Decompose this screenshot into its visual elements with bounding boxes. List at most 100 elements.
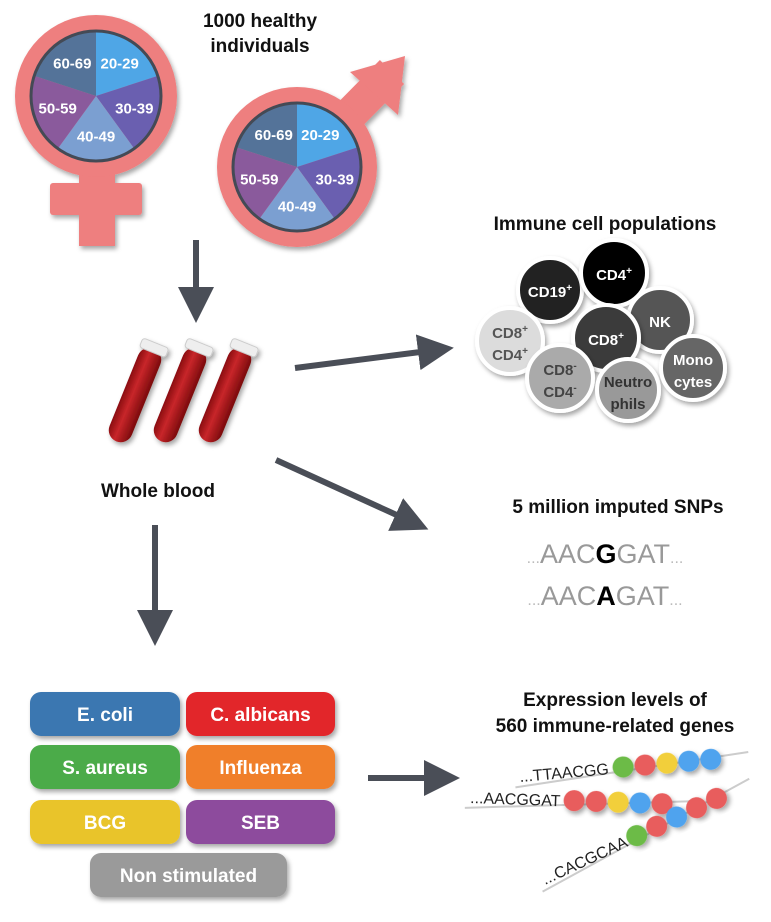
cell-label: CD4+ — [492, 346, 528, 364]
pie-outline — [29, 29, 163, 163]
stimulus-bcg[interactable]: BCG — [30, 800, 180, 844]
pie-slice-40-49 — [259, 167, 335, 232]
expression-bead — [626, 825, 648, 847]
cell-label: Neutro — [604, 374, 652, 391]
pie-slice-60-69 — [34, 31, 96, 96]
expression-rows: ...TTAACGG ...AACGGAT ...CACGCAA — [464, 748, 750, 893]
immune-cell-neutrophils: Neutro phils — [595, 357, 661, 423]
pie-slice-30-39 — [297, 147, 361, 219]
pie-slice-40-49 — [57, 96, 135, 162]
cell-label: cytes — [674, 374, 712, 391]
cell-label: NK — [649, 314, 671, 331]
cell-label: CD4- — [543, 383, 576, 401]
stimuli-buttons: E. coli C. albicans S. aureus Influenza BCG S… — [30, 692, 335, 897]
expression-bead — [666, 806, 688, 828]
cell-label: phils — [610, 396, 645, 413]
pie-label: 60-69 — [254, 127, 292, 144]
whole-blood-label: Whole blood — [101, 481, 215, 502]
expression-bead — [678, 750, 700, 772]
pie-slice-50-59 — [30, 75, 96, 149]
pie-slice-60-69 — [236, 103, 297, 167]
pie-slice-50-59 — [233, 147, 297, 219]
pie-label: 30-39 — [115, 100, 153, 117]
pie-label: 50-59 — [240, 171, 278, 188]
svg-text:BCG: BCG — [84, 813, 126, 834]
immune-cell-cd8negcd4neg: CD8- CD4- — [525, 343, 595, 413]
expression-title-line1: Expression levels of — [523, 690, 707, 711]
expression-bead — [705, 787, 727, 809]
cell-label: CD8+ — [492, 324, 528, 342]
cohort-title-line2: individuals — [210, 36, 309, 57]
pie-slice-30-39 — [96, 75, 162, 149]
pie-label: 50-59 — [38, 100, 76, 117]
immune-cell-monocytes: Mono cytes — [659, 334, 727, 402]
expression-bead — [686, 797, 708, 819]
pie-label: 60-69 — [53, 55, 91, 72]
pie-label: 20-29 — [301, 127, 339, 144]
snp-sequence: ...AACAGAT... — [527, 581, 682, 611]
arrow-to-snps — [274, 457, 429, 531]
expression-row: ...TTAACGG — [515, 748, 749, 789]
expression-bead — [700, 748, 722, 770]
snp-sequence: ...AACGGAT... — [527, 539, 684, 569]
stimulus-e-coli[interactable]: E. coli — [30, 692, 180, 736]
svg-text:Influenza: Influenza — [219, 758, 302, 779]
arrow-to-immune-cells — [294, 334, 454, 371]
blood-tubes — [108, 338, 259, 443]
snp-sequences: ...AACGGAT... ...AACAGAT... — [527, 539, 684, 611]
expression-bead — [646, 815, 668, 837]
tube-icon — [153, 338, 214, 443]
tube-icon — [198, 338, 259, 443]
expression-title-line2: 560 immune-related genes — [496, 716, 735, 737]
snp-allele: A — [596, 581, 616, 611]
cohort-title-line1: 1000 healthy — [203, 11, 317, 32]
expression-bead — [585, 790, 607, 812]
cell-label: Mono — [673, 352, 713, 369]
snps-title: 5 million imputed SNPs — [512, 497, 723, 518]
expression-bead — [629, 792, 651, 814]
pie-label: 40-49 — [77, 128, 115, 145]
pie-label: 40-49 — [278, 199, 316, 216]
gene-sequence: ...AACGGAT — [470, 790, 561, 810]
immune-cell-cd8poscd4pos: CD8+ CD4+ — [475, 306, 545, 376]
gene-sequence: ...CACGCAA — [540, 834, 631, 889]
stimulus-seb[interactable]: SEB — [186, 800, 335, 844]
svg-text:E. coli: E. coli — [77, 705, 133, 726]
stimulus-influenza[interactable]: Influenza — [186, 745, 335, 789]
stimulus-c-albicans[interactable]: C. albicans — [186, 692, 335, 736]
stimulus-non-stimulated[interactable]: Non stimulated — [90, 853, 287, 897]
expression-bead — [656, 752, 678, 774]
immune-cell-cd4pos: CD4+ — [579, 238, 649, 308]
svg-text:S. aureus: S. aureus — [62, 758, 148, 779]
cell-label: CD8- — [543, 361, 576, 379]
expression-bead — [634, 754, 656, 776]
pie-outline — [231, 101, 363, 233]
gene-sequence: ...TTAACGG — [519, 761, 610, 786]
tube-icon — [108, 338, 169, 443]
expression-bead — [563, 790, 585, 812]
expression-row: ...AACGGAT — [464, 790, 701, 815]
flow-arrows — [137, 240, 460, 796]
cell-label: CD19+ — [528, 283, 572, 301]
immune-cell-cd19pos: CD19+ — [516, 256, 584, 324]
expression-row: ...CACGCAA — [540, 777, 750, 893]
snp-allele: G — [596, 539, 617, 569]
pie-slice-20-29 — [96, 31, 158, 96]
svg-text:SEB: SEB — [241, 813, 280, 834]
stimulus-s-aureus[interactable]: S. aureus — [30, 745, 180, 789]
immune-cell-cd8pos: CD8+ — [571, 303, 641, 373]
cell-label: CD4+ — [596, 266, 632, 284]
pie-slice-20-29 — [297, 103, 358, 167]
svg-text:Non stimulated: Non stimulated — [120, 866, 257, 887]
immune-cell-cluster: CD19+ CD4+ NK CD8+ CD4+ CD8+ CD8- CD4- Neutro phi… — [475, 238, 727, 423]
immune-title: Immune cell populations — [494, 214, 717, 235]
pie-label: 20-29 — [101, 55, 139, 72]
expression-bead — [612, 756, 634, 778]
cell-label: CD8+ — [588, 331, 624, 349]
pie-label: 30-39 — [316, 171, 354, 188]
expression-bead — [651, 793, 673, 815]
svg-text:C. albicans: C. albicans — [210, 705, 310, 726]
